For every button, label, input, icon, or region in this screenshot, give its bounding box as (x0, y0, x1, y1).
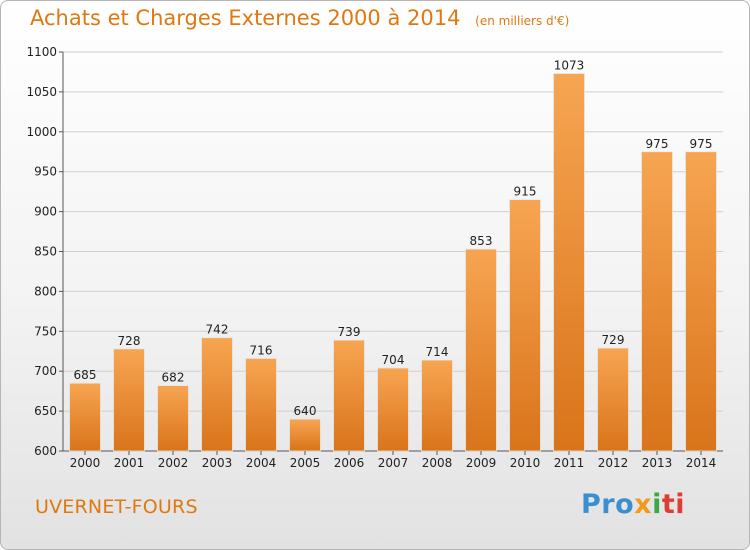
y-tick-label: 700 (34, 364, 57, 378)
logo-part-2: x (634, 489, 653, 520)
x-tick-label-2000: 2000 (70, 456, 101, 470)
y-tick-label: 1050 (26, 85, 57, 99)
x-tick-label-2013: 2013 (642, 456, 673, 470)
x-tick-label-2007: 2007 (378, 456, 409, 470)
value-label-2009: 853 (470, 234, 493, 248)
value-label-2002: 682 (162, 371, 185, 385)
bar-2012 (597, 347, 629, 452)
y-tick-label: 650 (34, 404, 57, 418)
x-tick-label-2005: 2005 (290, 456, 321, 470)
y-tick-label: 950 (34, 165, 57, 179)
bar-2004 (245, 358, 277, 452)
bar-2010 (509, 199, 541, 452)
value-label-2012: 729 (602, 333, 625, 347)
logo-part-4: ti (661, 489, 686, 520)
x-tick-label-2006: 2006 (334, 456, 365, 470)
proxiti-logo: Proxiti (581, 489, 685, 520)
y-tick-label: 750 (34, 324, 57, 338)
y-tick-label: 600 (34, 444, 57, 458)
chart-title: Achats et Charges Externes 2000 à 2014 (… (30, 6, 569, 30)
x-tick-label-2004: 2004 (246, 456, 277, 470)
value-label-2001: 728 (118, 334, 141, 348)
x-tick-label-2002: 2002 (158, 456, 189, 470)
x-tick-label-2014: 2014 (686, 456, 717, 470)
value-label-2011: 1073 (554, 59, 585, 73)
value-label-2004: 716 (250, 343, 273, 357)
y-tick-label: 850 (34, 245, 57, 259)
bar-2014 (685, 151, 717, 452)
value-label-2000: 685 (74, 368, 97, 382)
x-tick-label-2003: 2003 (202, 456, 233, 470)
bar-2011 (553, 73, 585, 452)
value-label-2006: 739 (338, 325, 361, 339)
value-label-2014: 975 (690, 137, 713, 151)
logo-part-3: i (652, 489, 662, 520)
place-name: UVERNET-FOURS (35, 496, 198, 518)
chart-subtitle: (en milliers d'€) (475, 14, 570, 28)
bar-2008 (421, 359, 453, 452)
value-label-2008: 714 (426, 345, 449, 359)
bar-2002 (157, 385, 189, 452)
y-tick-label: 1000 (26, 125, 57, 139)
value-label-2013: 975 (646, 137, 669, 151)
bar-2007 (377, 367, 409, 452)
y-tick-label: 900 (34, 205, 57, 219)
x-tick-label-2008: 2008 (422, 456, 453, 470)
logo-part-1: Pro (581, 489, 635, 520)
chart-title-text: Achats et Charges Externes 2000 à 2014 (30, 6, 461, 30)
bar-2005 (289, 418, 321, 452)
x-tick-label-2001: 2001 (114, 456, 145, 470)
value-label-2010: 915 (514, 185, 537, 199)
x-tick-label-2010: 2010 (510, 456, 541, 470)
y-tick-label: 1100 (26, 45, 57, 59)
value-label-2003: 742 (206, 323, 229, 337)
bar-2001 (113, 348, 145, 452)
bar-2009 (465, 248, 497, 452)
x-tick-label-2009: 2009 (466, 456, 497, 470)
bar-2003 (201, 337, 233, 452)
bar-2013 (641, 151, 673, 452)
y-tick-label: 800 (34, 284, 57, 298)
value-label-2005: 640 (294, 404, 317, 418)
x-tick-label-2012: 2012 (598, 456, 629, 470)
value-label-2007: 704 (382, 353, 405, 367)
x-tick-label-2011: 2011 (554, 456, 585, 470)
bar-2000 (69, 382, 101, 452)
bar-2006 (333, 339, 365, 452)
